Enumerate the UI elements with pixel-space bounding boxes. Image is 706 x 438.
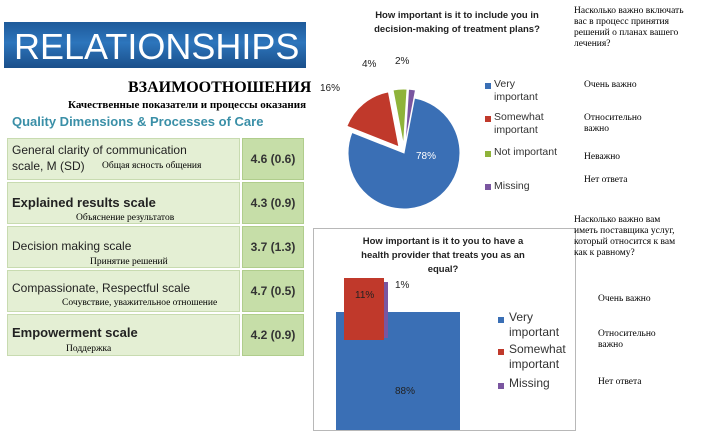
chart1-title-line2: decision-making of treatment plans? <box>374 24 540 35</box>
legend2-somewhat: Somewhat important <box>509 342 566 371</box>
pie-label-not: 4% <box>362 59 377 70</box>
table-row: Empowerment scale Поддержка 4.2 (0.9) <box>7 314 304 356</box>
legend-swatch-somewhat <box>485 116 491 122</box>
legend2-swatch-missing <box>498 383 504 389</box>
chart2-title-line1: How important is it to you to have a <box>362 236 524 247</box>
row-label-line2: scale, M (SD) <box>12 159 85 173</box>
pie-slice-very <box>347 97 461 210</box>
bar-label-very: 88% <box>395 386 416 397</box>
ru-legend2-missing: Нет ответа <box>598 377 642 387</box>
chart2-title-line3: equal? <box>427 264 459 275</box>
bar-label-somewhat: 11% <box>355 290 375 301</box>
legend2-very: Very important <box>509 310 560 339</box>
ru-legend-not: Неважно <box>584 152 621 162</box>
bar-missing <box>384 282 388 338</box>
russian-title: ВЗАИМООТНОШЕНИЯ <box>128 79 312 96</box>
russian-subtitle: Качественные показатели и процессы оказа… <box>68 99 307 111</box>
ru-legend-very: Очень важно <box>584 80 637 90</box>
ru-question-2: Насколько важно вам иметь поставщика услу… <box>574 215 676 258</box>
row-value: 4.6 (0.6) <box>242 138 304 180</box>
row-russian-label: Принятие решений <box>90 257 168 267</box>
relationships-banner: RELATIONSHIPS <box>4 22 306 68</box>
pie-label-very: 78% <box>416 151 437 162</box>
chart2-title-line2: health provider that treats you as an <box>361 250 525 261</box>
row-label: Compassionate, Respectful scale <box>12 281 191 295</box>
chart2-title: How important is it to you to have a hea… <box>336 235 550 277</box>
pie-slice-not <box>392 88 408 146</box>
legend2-swatch-somewhat <box>498 349 504 355</box>
row-russian-label: Объяснение результатов <box>76 213 175 223</box>
legend-somewhat: Somewhat important <box>494 111 544 136</box>
chart1-title-line1: How important is it to include you in <box>375 10 539 21</box>
row-value: 4.2 (0.9) <box>242 314 304 356</box>
table-row: General clarity of communication scale, … <box>7 138 304 180</box>
legend-very: Very important <box>494 78 538 103</box>
chart1-title: How important is it to include you in de… <box>352 9 562 37</box>
legend2-missing: Missing <box>509 376 550 390</box>
banner-title: RELATIONSHIPS <box>14 26 300 67</box>
ru-question-1: Насколько важно включать вас в процесс пр… <box>574 6 684 49</box>
table-row: Compassionate, Respectful scale Сочувств… <box>7 270 304 312</box>
legend-missing: Missing <box>494 180 530 192</box>
ru-legend-somewhat: Относительно важно <box>584 113 642 134</box>
row-value: 4.7 (0.5) <box>242 270 304 312</box>
legend2-swatch-very <box>498 317 504 323</box>
row-russian-label: Поддержка <box>66 344 112 354</box>
table-row: Decision making scale Принятие решений 3… <box>7 226 304 268</box>
row-label: General clarity of communication <box>12 143 187 157</box>
legend-swatch-very <box>485 83 491 89</box>
pie-label-missing: 2% <box>395 56 410 67</box>
bar-label-missing: 1% <box>395 280 410 291</box>
table-row: Explained results scale Объяснение резул… <box>7 182 304 224</box>
row-label: Empowerment scale <box>12 325 138 340</box>
row-russian-label: Сочувствие, уважительное отношение <box>62 298 218 308</box>
quality-dimensions-title: Quality Dimensions & Processes of Care <box>12 114 264 129</box>
legend-swatch-not <box>485 151 491 157</box>
quality-table: General clarity of communication scale, … <box>7 138 304 358</box>
row-label: Explained results scale <box>12 195 156 210</box>
pie-slice-missing <box>404 88 417 146</box>
row-russian-label: Общая ясность общения <box>102 161 202 171</box>
ru-legend2-somewhat: Относительно важно <box>598 329 656 350</box>
legend-not: Not important <box>494 146 558 158</box>
pie-label-somewhat: 16% <box>320 83 341 94</box>
ru-legend-missing: Нет ответа <box>584 175 628 185</box>
row-label: Decision making scale <box>12 239 132 253</box>
bar-somewhat <box>344 278 384 340</box>
ru-legend2-very: Очень важно <box>598 294 651 304</box>
pie-slice-somewhat <box>346 91 400 148</box>
legend-swatch-missing <box>485 184 491 190</box>
row-value: 3.7 (1.3) <box>242 226 304 268</box>
row-value: 4.3 (0.9) <box>242 182 304 224</box>
